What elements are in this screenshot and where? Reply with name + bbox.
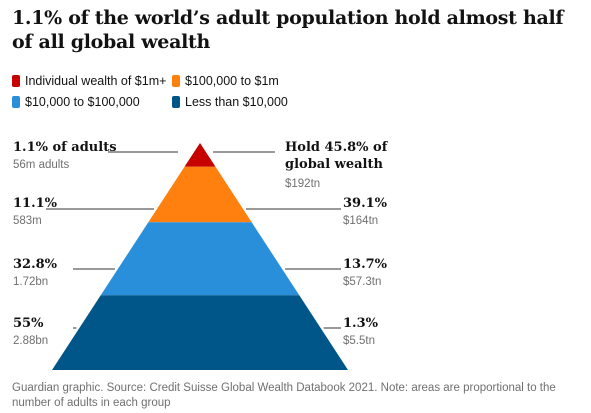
legend-swatch-100k-1m <box>172 75 180 87</box>
adults-pct-label-10k-100k: 32.8% <box>13 257 58 272</box>
adults-count-under-10k: 2.88bn <box>13 335 48 347</box>
pyramid-tier-100k-1m <box>148 166 252 223</box>
chart-title: 1.1% of the world’s adult population hol… <box>12 7 564 53</box>
legend-swatch-10k-100k <box>12 96 20 108</box>
legend-label-100k-1m: $100,000 to $1m <box>185 74 279 88</box>
adults-pct-label-100k-1m: 11.1% <box>13 196 58 211</box>
wealth-pct-label-millionaires: Hold 45.8% of global wealth <box>285 140 389 172</box>
legend-swatch-millionaires <box>12 75 20 87</box>
adults-pct-label-under-10k: 55% <box>13 316 44 331</box>
pyramid-tier-under-10k <box>52 295 348 370</box>
legend-item-10k-100k: $10,000 to $100,000 <box>12 95 140 109</box>
legend-swatch-under-10k <box>172 96 180 108</box>
adults-count-10k-100k: 1.72bn <box>13 276 48 288</box>
wealth-value-under-10k: $5.5tn <box>343 335 375 347</box>
legend-item-under-10k: Less than $10,000 <box>172 95 288 109</box>
legend-label-10k-100k: $10,000 to $100,000 <box>25 95 140 109</box>
adults-pct-label-millionaires: 1.1% of adults <box>13 140 117 155</box>
pyramid-tier-millionaires <box>184 143 216 167</box>
wealth-value-millionaires: $192tn <box>285 178 320 190</box>
legend-item-millionaires: Individual wealth of $1m+ <box>12 74 166 88</box>
wealth-pct-label-100k-1m: 39.1% <box>343 196 388 211</box>
legend-label-millionaires: Individual wealth of $1m+ <box>25 74 167 88</box>
adults-count-100k-1m: 583m <box>13 215 42 227</box>
wealth-value-10k-100k: $57.3tn <box>343 276 381 288</box>
wealth-pct-label-under-10k: 1.3% <box>343 316 379 331</box>
adults-count-millionaires: 56m adults <box>13 159 70 171</box>
footer-note: Guardian graphic. Source: Credit Suisse … <box>12 382 556 409</box>
wealth-pct-label-10k-100k: 13.7% <box>343 257 388 272</box>
legend-label-under-10k: Less than $10,000 <box>185 95 288 109</box>
legend-item-100k-1m: $100,000 to $1m <box>172 74 279 88</box>
wealth-value-100k-1m: $164tn <box>343 215 378 227</box>
pyramid-tier-10k-100k <box>100 222 300 296</box>
